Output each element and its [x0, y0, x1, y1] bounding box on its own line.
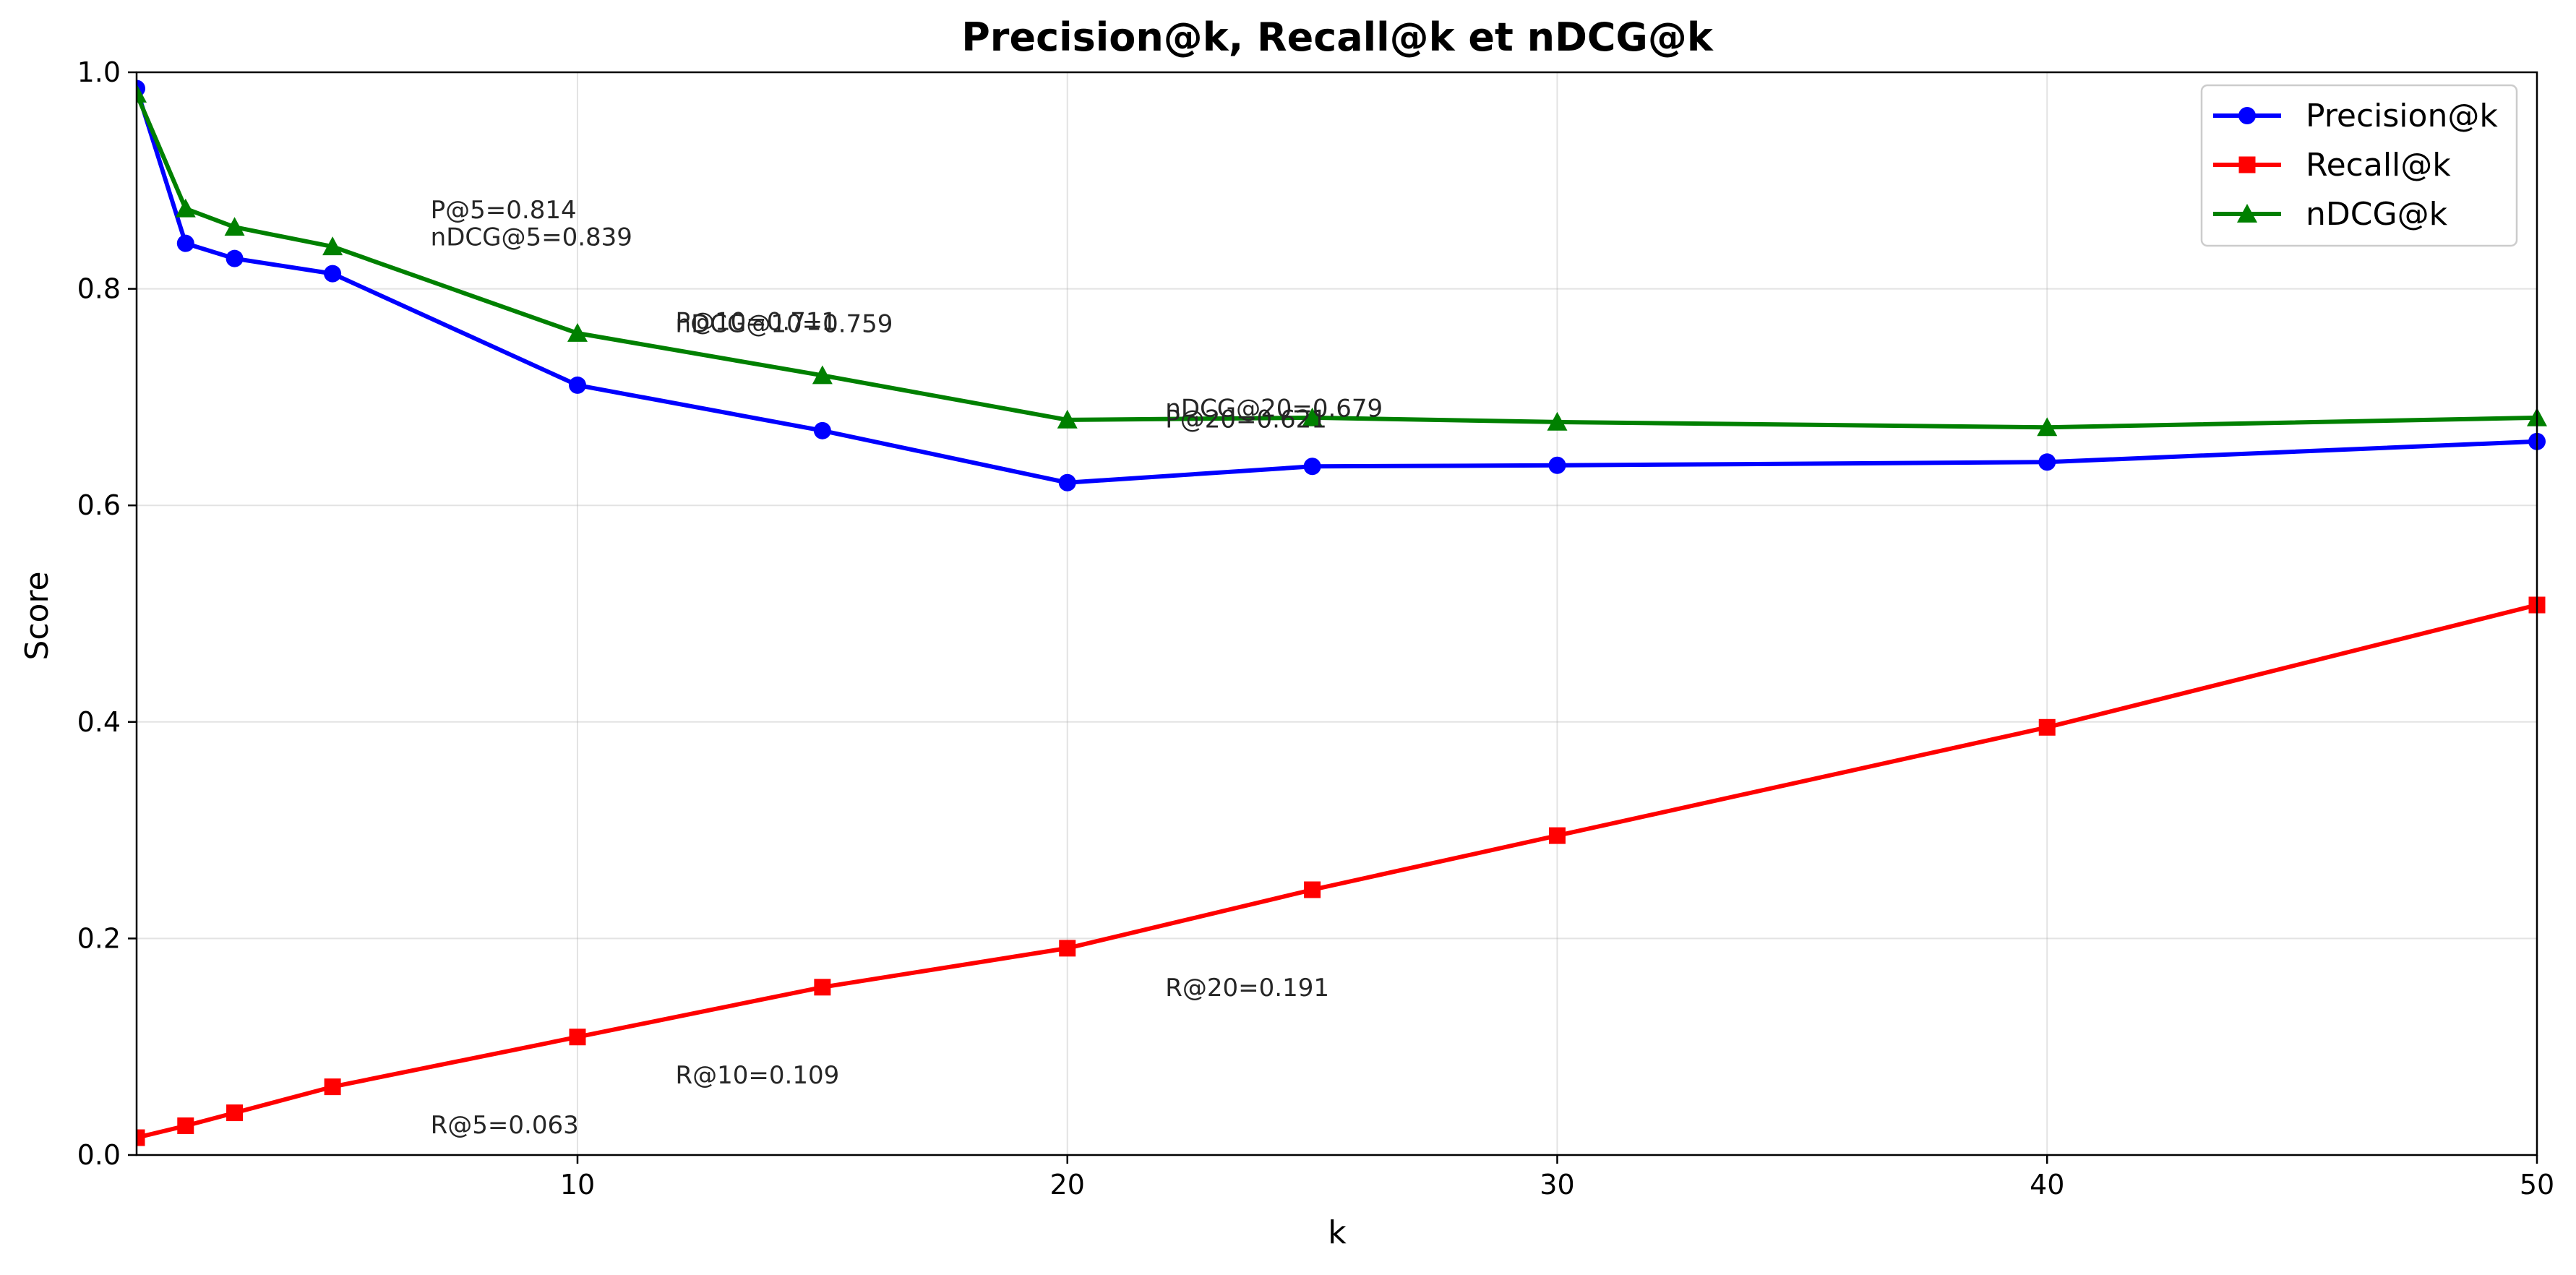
x-tick-label: 20	[1050, 1169, 1085, 1201]
annotation-label: P@10=0.711	[676, 308, 838, 337]
ticks: 10 20 30 40 50 0.0 0.2 0.4 0.6 0.8 1.0	[77, 56, 2555, 1201]
legend-swatch-marker	[2238, 107, 2256, 124]
data-point	[324, 1078, 341, 1096]
y-tick-label: 0.6	[77, 489, 121, 521]
annotation-label: nDCG@5=0.839	[431, 223, 632, 252]
x-tick-label: 10	[560, 1169, 595, 1201]
annotation-label: nDCG@10=0.759	[676, 310, 893, 339]
data-point	[177, 1117, 194, 1135]
annotation-label: nDCG@20=0.679	[1165, 394, 1383, 423]
data-point	[1304, 881, 1321, 898]
legend-label: Precision@k	[2306, 98, 2498, 134]
data-point	[224, 217, 245, 236]
data-point	[1302, 407, 1323, 426]
data-point	[1303, 458, 1321, 476]
legend-item: Precision@k	[2213, 98, 2498, 134]
data-point	[2038, 718, 2056, 736]
legend-label: nDCG@k	[2306, 196, 2448, 233]
data-point	[2038, 453, 2056, 471]
x-axis-label: k	[1328, 1214, 1347, 1251]
data-point	[1059, 940, 1076, 957]
chart-title: Precision@k, Recall@k et nDCG@k	[961, 14, 1714, 60]
data-point	[137, 1129, 145, 1146]
data-point	[813, 421, 831, 439]
legend-item: nDCG@k	[2213, 196, 2448, 233]
data-point	[2037, 417, 2058, 437]
series-recall-at-k	[137, 596, 2546, 1146]
y-axis-label: Score	[19, 571, 56, 660]
legend: Precision@k Recall@k nDCG@k	[2200, 84, 2518, 247]
data-point	[814, 979, 831, 996]
y-tick-label: 0.2	[77, 922, 121, 954]
y-tick-label: 0.4	[77, 706, 121, 738]
data-point	[175, 198, 196, 218]
annotation-label: R@5=0.063	[431, 1111, 579, 1140]
data-point	[1057, 409, 1078, 429]
data-point	[1548, 456, 1566, 474]
data-point	[569, 1029, 586, 1046]
legend-swatch-marker	[2238, 156, 2256, 173]
series-layer	[137, 80, 2547, 1146]
legend-box	[2200, 84, 2518, 247]
y-tick-label: 0.8	[77, 273, 121, 305]
plot-frame	[135, 71, 2538, 1156]
data-point	[1548, 827, 1566, 844]
legend-item: Recall@k	[2213, 147, 2451, 184]
y-tick-label: 1.0	[77, 56, 121, 88]
data-point	[226, 249, 244, 267]
data-point	[1058, 473, 1076, 491]
annotation-label: R@10=0.109	[676, 1061, 840, 1090]
series-ndcg-at-k	[137, 83, 2547, 437]
data-point	[812, 365, 833, 385]
annotation-label: R@20=0.191	[1165, 974, 1329, 1003]
data-point	[1547, 411, 1568, 431]
x-tick-label: 40	[2030, 1169, 2064, 1201]
y-tick-label: 0.0	[77, 1139, 121, 1171]
data-point	[176, 234, 194, 252]
legend-swatch-marker	[2237, 204, 2257, 223]
data-point	[567, 323, 588, 342]
data-point	[324, 265, 342, 283]
x-tick-label: 30	[1540, 1169, 1574, 1201]
legend-label: Recall@k	[2306, 147, 2451, 184]
data-point	[137, 83, 147, 103]
data-point	[322, 236, 343, 256]
data-point	[568, 376, 586, 394]
annotation-label: P@5=0.814	[431, 196, 577, 225]
data-point	[226, 1104, 244, 1122]
x-tick-label: 50	[2520, 1169, 2554, 1201]
annotation-label: P@20=0.621	[1165, 405, 1327, 434]
